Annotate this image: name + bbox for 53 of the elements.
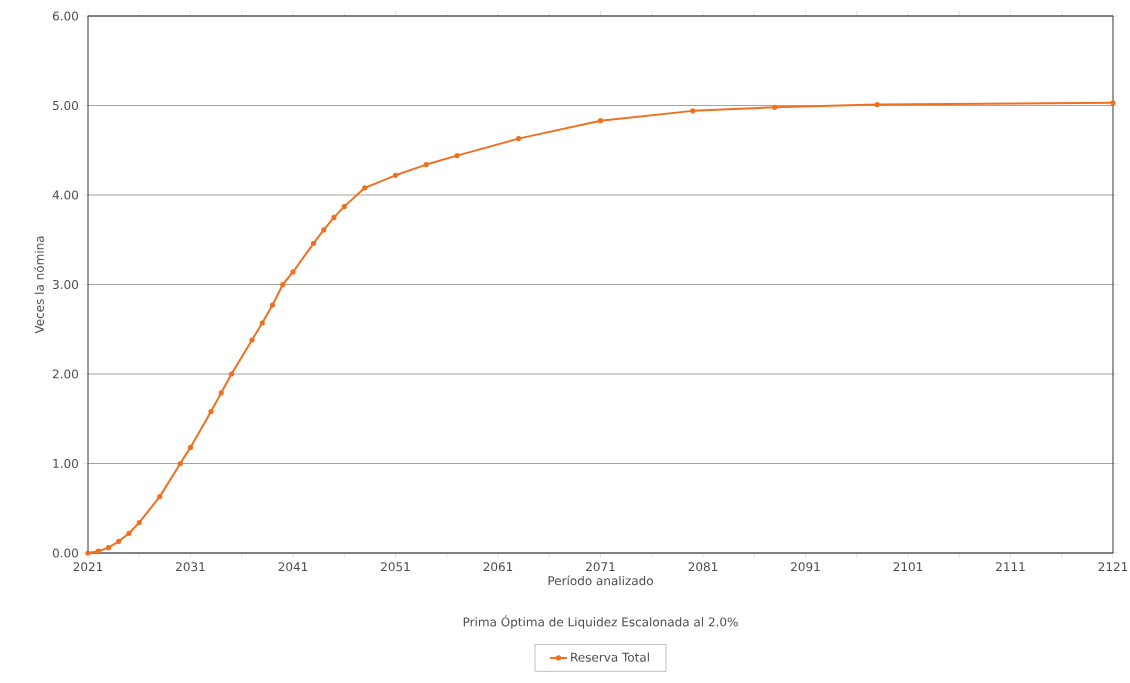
x-tick-label: 2021: [73, 562, 103, 572]
point: [423, 161, 429, 168]
point: [515, 136, 522, 142]
x-tick-label: 2101: [893, 562, 923, 572]
point: [597, 118, 604, 124]
y-tick-label: 6.00: [52, 11, 79, 21]
point: [269, 302, 276, 308]
point: [249, 337, 255, 343]
x-axis-title: Período analizado: [548, 575, 653, 586]
point: [331, 214, 337, 220]
x-tick-label: 2051: [381, 562, 410, 572]
x-tick-label: 2031: [176, 562, 205, 572]
point: [392, 172, 399, 178]
y-tick-label: 4.00: [52, 190, 79, 200]
y-tick-label: 5.00: [53, 100, 79, 111]
y-tick-label: 0.00: [52, 548, 79, 558]
legend-label: Reserva Total: [571, 652, 649, 662]
point: [218, 390, 224, 396]
point: [208, 408, 214, 415]
point: [874, 102, 880, 108]
point: [280, 281, 286, 288]
y-tick-label: 3.00: [53, 279, 79, 290]
point: [772, 104, 778, 110]
point: [136, 519, 142, 526]
x-tick-label: 2041: [278, 562, 308, 572]
y-tick-label: 2.00: [52, 369, 79, 379]
point: [321, 227, 327, 233]
point: [362, 185, 368, 191]
x-tick-label: 2071: [586, 562, 615, 572]
point: [116, 538, 122, 544]
point: [454, 153, 460, 159]
x-tick-label: 2081: [688, 562, 718, 572]
point: [187, 444, 194, 450]
point: [1110, 100, 1116, 106]
y-tick-label: 1.00: [53, 458, 79, 469]
x-tick-label: 2121: [1098, 562, 1128, 572]
point: [177, 460, 183, 467]
point: [341, 204, 347, 210]
point: [85, 550, 91, 556]
point: [690, 108, 696, 114]
y-axis-title: Veces la nómina: [34, 236, 44, 334]
point: [126, 530, 132, 536]
point: [105, 545, 112, 551]
point: [228, 371, 235, 377]
x-tick-label: 2111: [996, 562, 1025, 572]
point: [95, 548, 101, 554]
point: [310, 240, 317, 246]
x-tick-label: 2091: [791, 562, 820, 572]
x-tick-label: 2061: [483, 562, 513, 572]
point: [157, 494, 163, 500]
point: [259, 320, 265, 326]
point: [290, 269, 296, 275]
text: Prima Óptima de Liquidez Escalonada al 2.0%: [463, 615, 738, 629]
